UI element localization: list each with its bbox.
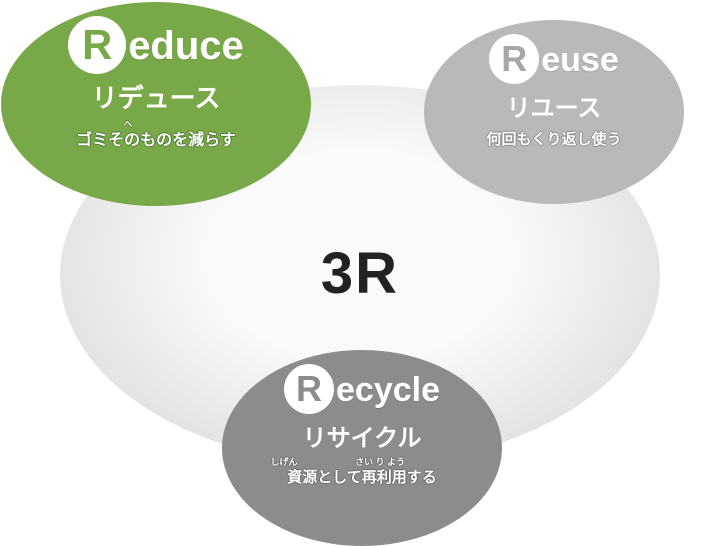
desc-text-reuse: 何回もくり返し使う	[486, 131, 621, 148]
desc-reuse: 何回もくり返し使う	[486, 129, 621, 149]
diagram-stage: 3R Reduce リデュースゴミそのものを減らす へ Reuse リユース何回もくり返し…	[0, 0, 720, 520]
r-badge-recycle: R	[284, 364, 334, 414]
title-rest-recycle: ecycle	[336, 371, 440, 410]
r-badge-reduce: R	[68, 16, 126, 74]
ruby-recycle-0: しげん	[270, 457, 297, 468]
bubble-title-reuse: Reuse	[489, 34, 619, 84]
jp-label-recycle: リサイクル	[303, 418, 422, 453]
bubble-reduce: Reduce リデュースゴミそのものを減らす へ	[1, 2, 311, 206]
center-label: 3R	[280, 240, 440, 307]
ruby-reduce-0: へ	[123, 119, 132, 130]
jp-label-reuse: リユース	[507, 88, 602, 123]
ruby-recycle-1: さい り よう	[355, 457, 405, 468]
desc-text-recycle: 資源として再利用する	[287, 469, 437, 486]
bubble-title-reduce: Reduce	[68, 16, 244, 74]
bubble-recycle: Recycleリサイクル資源として再利用するしげんさい り よう	[222, 350, 502, 546]
title-rest-reuse: euse	[541, 41, 619, 80]
jp-label-reduce: リデュース	[92, 78, 221, 115]
title-rest-reduce: educe	[128, 24, 244, 69]
bubble-title-recycle: Recycle	[284, 364, 440, 414]
desc-recycle: 資源として再利用するしげんさい り よう	[287, 459, 437, 487]
desc-reduce: ゴミそのものを減らす へ	[76, 121, 236, 150]
desc-text-reduce: ゴミそのものを減らす	[76, 132, 236, 149]
r-badge-reuse: R	[489, 34, 539, 84]
bubble-reuse: Reuse リユース何回もくり返し使う	[424, 20, 684, 204]
